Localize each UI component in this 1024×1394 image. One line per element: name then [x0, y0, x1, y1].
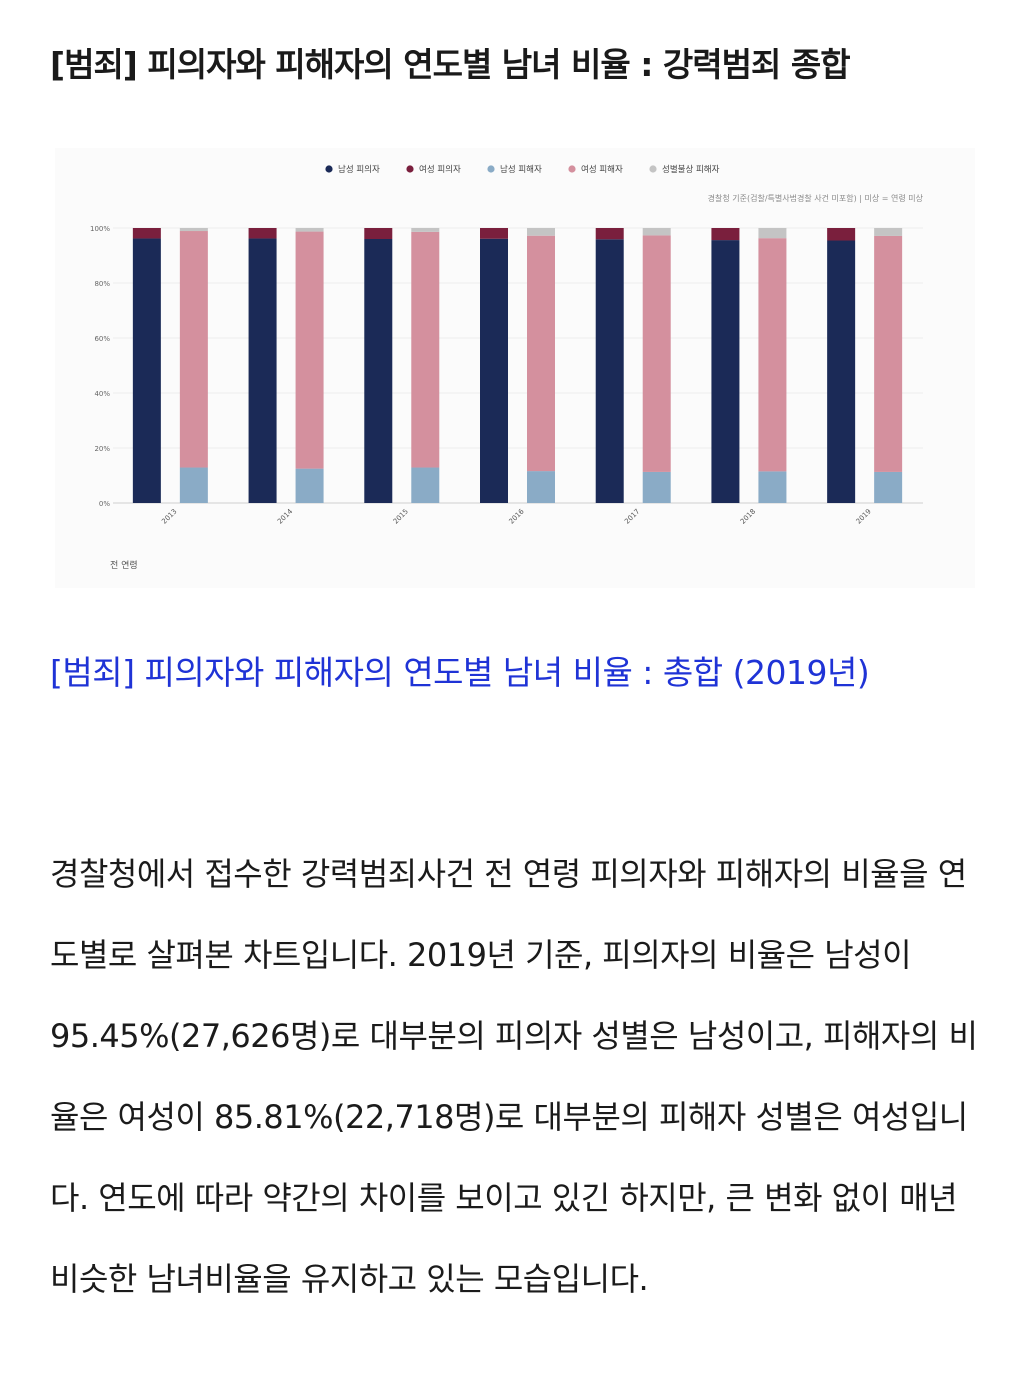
bar-segment-suspect — [711, 240, 740, 503]
legend-label-3: 남성 피해자 — [500, 165, 542, 175]
bar-segment-victim — [295, 228, 324, 232]
x-tick-label: 2013 — [160, 507, 178, 525]
chart-description: 경찰청에서 접수한 강력범죄사건 전 연령 피의자와 피해자의 비율을 연도별로… — [50, 855, 978, 1298]
bar-segment-victim — [179, 231, 208, 468]
bar-segment-victim — [642, 471, 671, 503]
legend-label-4: 여성 피해자 — [581, 164, 623, 175]
y-axis-ticks: 0% 20% 40% 60% 80% 100% — [90, 225, 110, 508]
chart-source-note: 경찰청 기준(검찰/특별사법경찰 사건 미포함) | 미상 = 연령 미상 — [708, 193, 924, 203]
related-chart-link[interactable]: [범죄] 피의자와 피해자의 연도별 남녀 비율 : 총합 (2019년) — [50, 653, 870, 692]
chart-legend: 남성 피의자 여성 피의자 남성 피해자 여성 피해자 성별불상 피해자 — [325, 164, 720, 175]
x-tick-label: 2015 — [392, 507, 410, 525]
bar-segment-suspect — [364, 228, 393, 239]
chart-svg: 남성 피의자 여성 피의자 남성 피해자 여성 피해자 성별불상 피해자 경찰청 기준(… — [90, 164, 924, 571]
chart-bars — [132, 228, 903, 503]
bar-segment-suspect — [248, 228, 277, 239]
chart-footer-label: 전 연령 — [110, 559, 138, 571]
bar-segment-suspect — [480, 228, 508, 239]
y-tick-label: 0% — [99, 500, 110, 508]
bar-segment-suspect — [827, 228, 856, 241]
legend-marker-4 — [568, 165, 576, 173]
bar-segment-victim — [758, 471, 787, 503]
bar-segment-suspect — [364, 239, 393, 503]
legend-marker-3 — [487, 165, 495, 173]
bar-segment-victim — [642, 235, 671, 472]
chart-gridlines — [113, 227, 923, 504]
bar-segment-suspect — [595, 239, 624, 503]
bar-segment-suspect — [480, 238, 508, 503]
bar-segment-victim — [758, 228, 787, 239]
bar-segment-victim — [295, 231, 324, 469]
y-tick-label: 40% — [94, 390, 110, 398]
legend-label-5: 성별불상 피해자 — [662, 164, 720, 175]
y-tick-label: 60% — [94, 335, 110, 343]
bar-segment-suspect — [132, 228, 161, 239]
legend-marker-1 — [325, 165, 333, 173]
bar-segment-victim — [527, 228, 555, 236]
y-tick-label: 20% — [94, 445, 110, 453]
bar-segment-suspect — [248, 238, 277, 503]
stacked-bar-chart: 남성 피의자 여성 피의자 남성 피해자 여성 피해자 성별불상 피해자 경찰청 기준(… — [55, 148, 975, 588]
page-title: [범죄] 피의자와 피해자의 연도별 남녀 비율 : 강력범죄 종합 — [50, 45, 851, 84]
bar-segment-victim — [527, 471, 555, 503]
bar-segment-victim — [295, 468, 324, 503]
x-axis-ticks: 2013 2014 2015 2016 2017 2018 2019 — [160, 507, 873, 526]
bar-segment-victim — [411, 467, 440, 503]
legend-marker-2 — [406, 165, 414, 173]
bar-segment-victim — [527, 235, 555, 472]
bar-segment-suspect — [827, 240, 856, 503]
x-tick-label: 2016 — [507, 507, 526, 526]
x-tick-label: 2019 — [855, 507, 873, 525]
bar-segment-victim — [179, 467, 208, 503]
bar-segment-suspect — [595, 228, 624, 240]
bar-segment-victim — [874, 228, 903, 236]
bar-segment-victim — [642, 228, 671, 236]
x-tick-label: 2018 — [739, 507, 757, 525]
y-tick-label: 100% — [90, 225, 110, 233]
bar-segment-victim — [874, 235, 903, 472]
legend-marker-5 — [649, 165, 657, 173]
legend-label-1: 남성 피의자 — [338, 164, 380, 175]
bar-segment-suspect — [711, 228, 740, 241]
bar-segment-victim — [874, 471, 903, 503]
y-tick-label: 80% — [94, 280, 110, 288]
bar-segment-victim — [179, 228, 208, 232]
x-tick-label: 2014 — [276, 507, 295, 526]
bar-segment-victim — [411, 231, 440, 468]
bar-segment-victim — [411, 228, 440, 232]
bar-segment-suspect — [132, 238, 161, 503]
x-tick-label: 2017 — [623, 507, 641, 525]
bar-segment-victim — [758, 238, 787, 472]
legend-label-2: 여성 피의자 — [419, 164, 461, 175]
